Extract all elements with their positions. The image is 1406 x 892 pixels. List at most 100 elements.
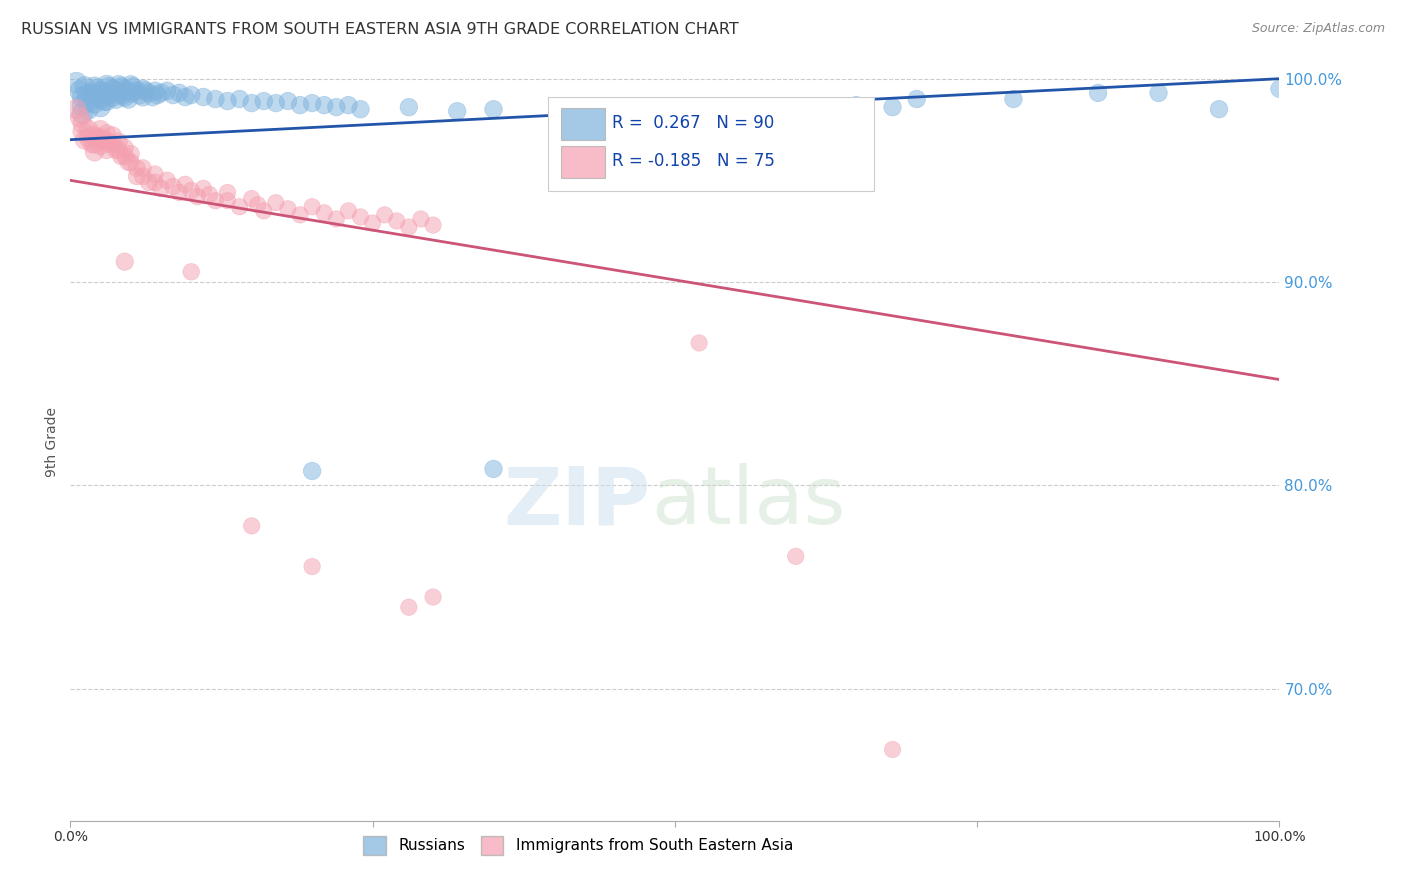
Point — [132, 161, 155, 175]
Point — [125, 161, 148, 175]
Point — [882, 742, 904, 756]
Point — [114, 149, 136, 163]
Point — [107, 143, 129, 157]
Point — [114, 82, 136, 96]
Point — [141, 90, 163, 104]
Point — [1087, 86, 1109, 100]
Point — [90, 92, 111, 106]
Text: Source: ZipAtlas.com: Source: ZipAtlas.com — [1251, 22, 1385, 36]
Point — [167, 186, 190, 200]
Point — [98, 79, 121, 94]
Point — [90, 138, 111, 153]
Point — [325, 100, 347, 114]
Point — [193, 90, 215, 104]
Point — [73, 79, 96, 94]
Point — [1268, 82, 1291, 96]
Point — [409, 211, 432, 226]
Point — [110, 149, 132, 163]
Point — [96, 143, 118, 157]
Point — [240, 192, 263, 206]
Point — [114, 254, 136, 268]
Point — [301, 559, 323, 574]
Point — [101, 136, 124, 151]
Point — [76, 87, 98, 102]
Point — [86, 130, 108, 145]
Text: R =  0.267   N = 90: R = 0.267 N = 90 — [612, 114, 775, 132]
Point — [98, 87, 121, 102]
Point — [240, 519, 263, 533]
Point — [72, 98, 94, 112]
Point — [301, 464, 323, 478]
Point — [422, 590, 444, 604]
Point — [217, 94, 239, 108]
Point — [101, 82, 124, 96]
Point — [125, 84, 148, 98]
Point — [104, 84, 127, 98]
Point — [120, 155, 142, 169]
Point — [288, 98, 311, 112]
Text: atlas: atlas — [651, 463, 845, 541]
Text: ZIP: ZIP — [503, 463, 651, 541]
Point — [101, 128, 124, 143]
Point — [132, 82, 155, 96]
Point — [72, 106, 94, 120]
Point — [228, 92, 250, 106]
Point — [134, 84, 156, 98]
Point — [83, 87, 105, 102]
Point — [422, 218, 444, 232]
Point — [77, 102, 100, 116]
Point — [143, 167, 166, 181]
Point — [120, 147, 142, 161]
Point — [482, 462, 505, 476]
Point — [198, 187, 221, 202]
Point — [96, 135, 118, 149]
Point — [398, 100, 420, 114]
Text: 100.0%: 100.0% — [1253, 830, 1306, 844]
Point — [69, 84, 91, 98]
Point — [117, 92, 139, 106]
Point — [174, 90, 197, 104]
Point — [314, 98, 336, 112]
Point — [337, 98, 360, 112]
Point — [167, 86, 190, 100]
Point — [174, 178, 197, 192]
Point — [253, 203, 276, 218]
FancyBboxPatch shape — [561, 145, 605, 178]
Point — [114, 90, 136, 104]
Point — [264, 96, 287, 111]
Point — [105, 143, 128, 157]
Point — [132, 169, 155, 184]
Point — [240, 96, 263, 111]
Point — [146, 87, 169, 102]
Point — [77, 130, 100, 145]
Point — [150, 181, 172, 195]
Point — [325, 211, 347, 226]
Point — [264, 195, 287, 210]
Point — [228, 200, 250, 214]
Point — [882, 100, 904, 114]
Point — [83, 145, 105, 159]
Point — [120, 86, 142, 100]
Point — [90, 130, 111, 145]
Point — [98, 136, 121, 151]
Point — [162, 179, 184, 194]
Point — [180, 265, 202, 279]
Point — [143, 175, 166, 189]
Text: R = -0.185   N = 75: R = -0.185 N = 75 — [612, 152, 775, 170]
Point — [217, 186, 239, 200]
Point — [180, 87, 202, 102]
Point — [91, 86, 114, 100]
Point — [77, 94, 100, 108]
Point — [107, 86, 129, 100]
Point — [73, 133, 96, 147]
Point — [156, 84, 179, 98]
Point — [83, 96, 105, 111]
Point — [398, 600, 420, 615]
Point — [96, 94, 118, 108]
Point — [83, 128, 105, 143]
Point — [1002, 92, 1025, 106]
Point — [80, 136, 103, 151]
Point — [117, 155, 139, 169]
Point — [114, 141, 136, 155]
Point — [96, 86, 118, 100]
